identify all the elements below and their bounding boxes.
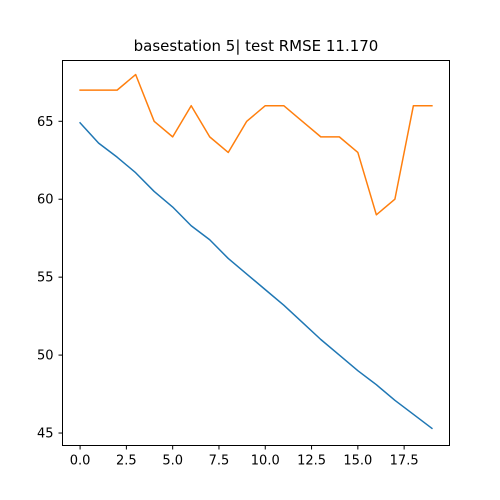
x-tick-label: 0.0	[70, 454, 91, 469]
x-tick-label: 2.5	[116, 454, 137, 469]
x-tick-label: 15.0	[343, 454, 372, 469]
x-tick-label: 10.0	[251, 454, 280, 469]
y-tick-label: 55	[37, 271, 54, 286]
x-tick-label: 7.5	[209, 454, 230, 469]
plot-frame	[62, 60, 450, 446]
y-tick-label: 50	[37, 349, 54, 364]
x-tick-label: 17.5	[390, 454, 419, 469]
x-tick-label: 12.5	[297, 454, 326, 469]
chart-title: basestation 5| test RMSE 11.170	[134, 37, 379, 55]
y-tick-label: 60	[37, 193, 54, 208]
axes: 0.0 2.5 5.0 7.5 10.0 12.5 15.0 17.5 45 50 55 60 65	[37, 115, 419, 469]
series-line-2	[79, 73, 433, 216]
y-tick-label: 45	[37, 427, 54, 442]
series-layer	[79, 73, 433, 430]
y-tick-label: 65	[37, 115, 54, 130]
x-tick-label: 5.0	[162, 454, 183, 469]
series-line-1	[79, 121, 433, 430]
